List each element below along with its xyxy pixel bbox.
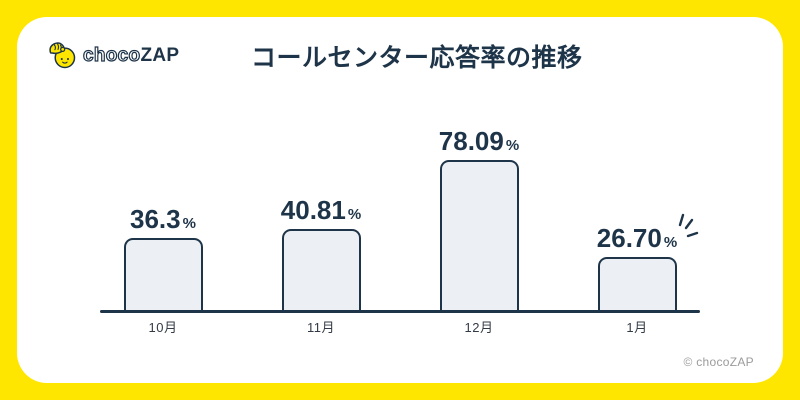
bar (281, 229, 361, 310)
value-number: 78.09 (438, 126, 504, 156)
value-unit: % (347, 206, 362, 223)
bar-group: 26.70% (558, 128, 716, 310)
page-title: コールセンター応答率の推移 (251, 44, 583, 72)
copyright-text: © chocoZAP (683, 355, 754, 369)
month-label: 10月 (148, 320, 178, 335)
chocozap-logo: chocoZAP (48, 40, 179, 70)
month-label: 11月 (307, 320, 335, 335)
logo-text: chocoZAP (82, 44, 180, 66)
value-label: 40.81% (281, 197, 361, 223)
value-label: 26.70% (597, 225, 677, 251)
chocozap-mascot-icon (48, 41, 78, 69)
bar-group: 36.3% (84, 128, 242, 310)
value-unit: % (663, 234, 678, 251)
logo-text-zap: ZAP (140, 44, 180, 66)
bar-group: 78.09% (400, 128, 558, 310)
value-number: 36.3 (130, 204, 181, 234)
month-label: 1月 (626, 320, 648, 335)
content-panel (17, 17, 783, 383)
x-axis-labels: 10月 11月 12月 1月 (84, 317, 716, 336)
value-number: 26.70 (596, 223, 662, 253)
bar (439, 160, 519, 310)
month-label: 12月 (464, 320, 494, 335)
value-number: 40.81 (280, 195, 346, 225)
logo-text-choco: choco (82, 44, 141, 66)
x-axis-line (100, 310, 700, 313)
value-label: 36.3% (130, 206, 196, 232)
value-unit: % (182, 215, 196, 232)
bar (123, 238, 203, 310)
bar-group: 40.81% (242, 128, 400, 310)
value-unit: % (505, 137, 520, 154)
sparkle-emphasis-icon (673, 210, 701, 245)
bar-chart: 36.3% 40.81% 78.09% 26.70% (84, 128, 716, 310)
value-label: 78.09% (439, 128, 519, 154)
bar (597, 257, 677, 310)
